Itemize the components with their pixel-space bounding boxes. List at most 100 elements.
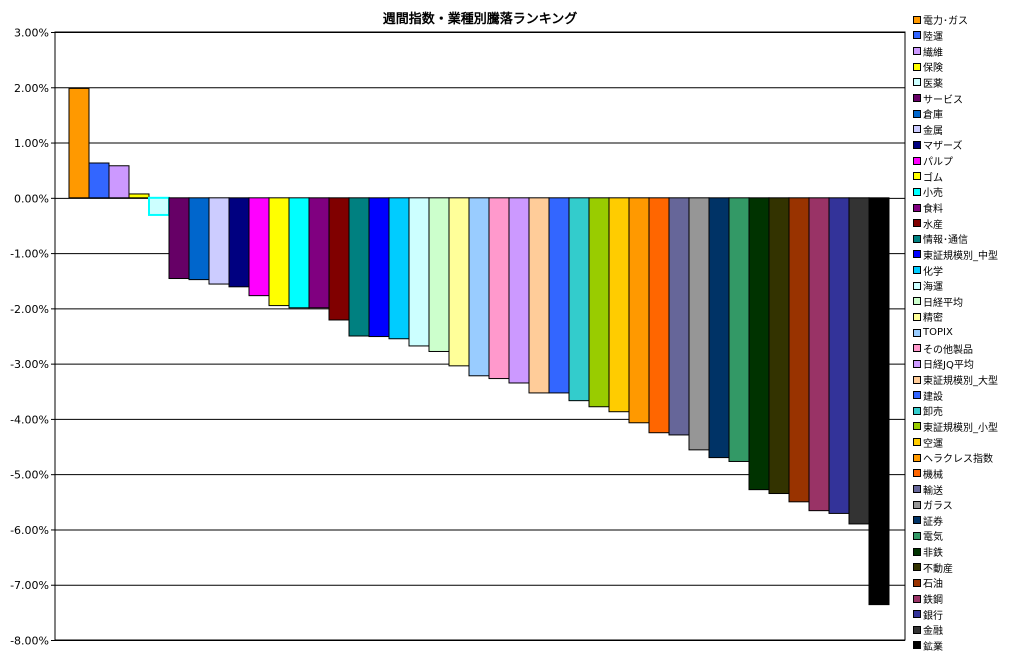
legend-item: 陸運 xyxy=(913,28,998,44)
bar-ヘラクレス指数 xyxy=(628,197,650,424)
legend-label: 空運 xyxy=(923,438,943,450)
legend-label: 東証規模別_小型 xyxy=(923,422,998,434)
legend-label: 化学 xyxy=(923,266,943,278)
legend-swatch xyxy=(913,563,921,572)
bar-ガラス xyxy=(688,197,710,451)
legend-label: 証券 xyxy=(923,516,943,528)
bar-マザーズ xyxy=(228,197,250,288)
legend-item: TOPIX xyxy=(913,325,998,341)
legend-item: 倉庫 xyxy=(913,106,998,122)
legend-label: 石油 xyxy=(923,579,943,591)
legend-swatch xyxy=(913,531,921,540)
legend-label: 卸売 xyxy=(923,407,943,419)
legend-swatch xyxy=(913,156,921,165)
legend-item: 証券 xyxy=(913,513,998,529)
legend-label: ガラス xyxy=(923,501,953,513)
legend-item: 小売 xyxy=(913,184,998,200)
bar-保険 xyxy=(128,193,150,199)
legend-label: 日経JQ平均 xyxy=(923,360,974,372)
legend-label: その他製品 xyxy=(923,344,973,356)
legend-swatch xyxy=(913,125,921,134)
legend-swatch xyxy=(913,94,921,103)
legend-label: 建設 xyxy=(923,391,943,403)
y-tick-label: 3.00% xyxy=(14,27,49,40)
y-tick-label: -8.00% xyxy=(10,635,49,648)
legend-swatch xyxy=(913,140,921,149)
legend-label: 金属 xyxy=(923,125,943,137)
legend-swatch xyxy=(913,547,921,556)
bar-東証規模別_大型 xyxy=(528,197,550,394)
legend-label: 非鉄 xyxy=(923,548,943,560)
legend-label: 医薬 xyxy=(923,78,943,90)
legend-swatch xyxy=(913,312,921,321)
legend-label: 不動産 xyxy=(923,563,953,575)
legend-label: 精密 xyxy=(923,313,943,325)
legend-item: ガラス xyxy=(913,497,998,513)
bar-金属 xyxy=(208,197,230,285)
legend-item: 電力･ガス xyxy=(913,12,998,28)
legend-item: 建設 xyxy=(913,387,998,403)
legend-label: パルプ xyxy=(923,157,953,169)
bar-日経平均 xyxy=(428,197,450,352)
bar-非鉄 xyxy=(748,197,770,491)
legend-swatch xyxy=(913,297,921,306)
legend-swatch xyxy=(913,641,921,650)
legend-label: マザーズ xyxy=(923,141,963,153)
legend-label: ゴム xyxy=(923,172,943,184)
legend-label: TOPIX xyxy=(923,327,953,339)
bar-精密 xyxy=(448,197,470,367)
legend-label: 小売 xyxy=(923,188,943,200)
legend-item: 日経平均 xyxy=(913,294,998,310)
bar-金融 xyxy=(848,197,870,525)
legend-item: ゴム xyxy=(913,168,998,184)
legend-item: 化学 xyxy=(913,262,998,278)
legend-swatch xyxy=(913,109,921,118)
legend-item: 鉱業 xyxy=(913,638,998,654)
legend-swatch xyxy=(913,344,921,353)
legend-label: 陸運 xyxy=(923,31,943,43)
legend-swatch xyxy=(913,485,921,494)
legend-item: 東証規模別_小型 xyxy=(913,419,998,435)
legend-label: 倉庫 xyxy=(923,110,943,122)
legend-swatch xyxy=(913,625,921,634)
y-tick-label: 2.00% xyxy=(14,82,49,95)
legend-swatch xyxy=(913,250,921,259)
legend-swatch xyxy=(913,610,921,619)
legend: 電力･ガス 陸運 繊維 保険 医薬 サービス 倉庫 金属 マザーズ パルプ ゴム 小売 食料 水産 情報･通… xyxy=(913,12,998,653)
legend-item: ヘラクレス指数 xyxy=(913,450,998,466)
legend-swatch xyxy=(913,500,921,509)
bar-TOPIX xyxy=(468,197,490,377)
legend-label: 水産 xyxy=(923,219,943,231)
legend-item: サービス xyxy=(913,90,998,106)
bar-銀行 xyxy=(828,197,850,514)
legend-item: 鉄鋼 xyxy=(913,591,998,607)
y-tick-label: -4.00% xyxy=(10,413,49,426)
legend-item: 水産 xyxy=(913,215,998,231)
legend-item: 保険 xyxy=(913,59,998,75)
legend-item: 不動産 xyxy=(913,559,998,575)
legend-label: 輸送 xyxy=(923,485,943,497)
legend-label: 食料 xyxy=(923,204,943,215)
legend-swatch xyxy=(913,266,921,275)
legend-label: 海運 xyxy=(923,282,943,294)
bar-鉄鋼 xyxy=(808,197,830,512)
legend-label: 鉄鋼 xyxy=(923,595,943,607)
legend-label: 繊維 xyxy=(923,47,943,59)
legend-item: その他製品 xyxy=(913,340,998,356)
legend-swatch xyxy=(913,78,921,87)
bar-繊維 xyxy=(108,165,130,199)
bar-建設 xyxy=(548,197,570,394)
y-tick-label: -7.00% xyxy=(10,579,49,592)
legend-label: 電力･ガス xyxy=(923,16,968,28)
bar-ゴム xyxy=(268,197,290,307)
legend-item: 金属 xyxy=(913,121,998,137)
bar-水産 xyxy=(328,197,350,321)
legend-swatch xyxy=(913,187,921,196)
legend-label: 日経平均 xyxy=(923,297,963,309)
legend-item: 精密 xyxy=(913,309,998,325)
legend-swatch xyxy=(913,47,921,56)
bar-日経JQ平均 xyxy=(508,197,530,384)
legend-item: 繊維 xyxy=(913,43,998,59)
